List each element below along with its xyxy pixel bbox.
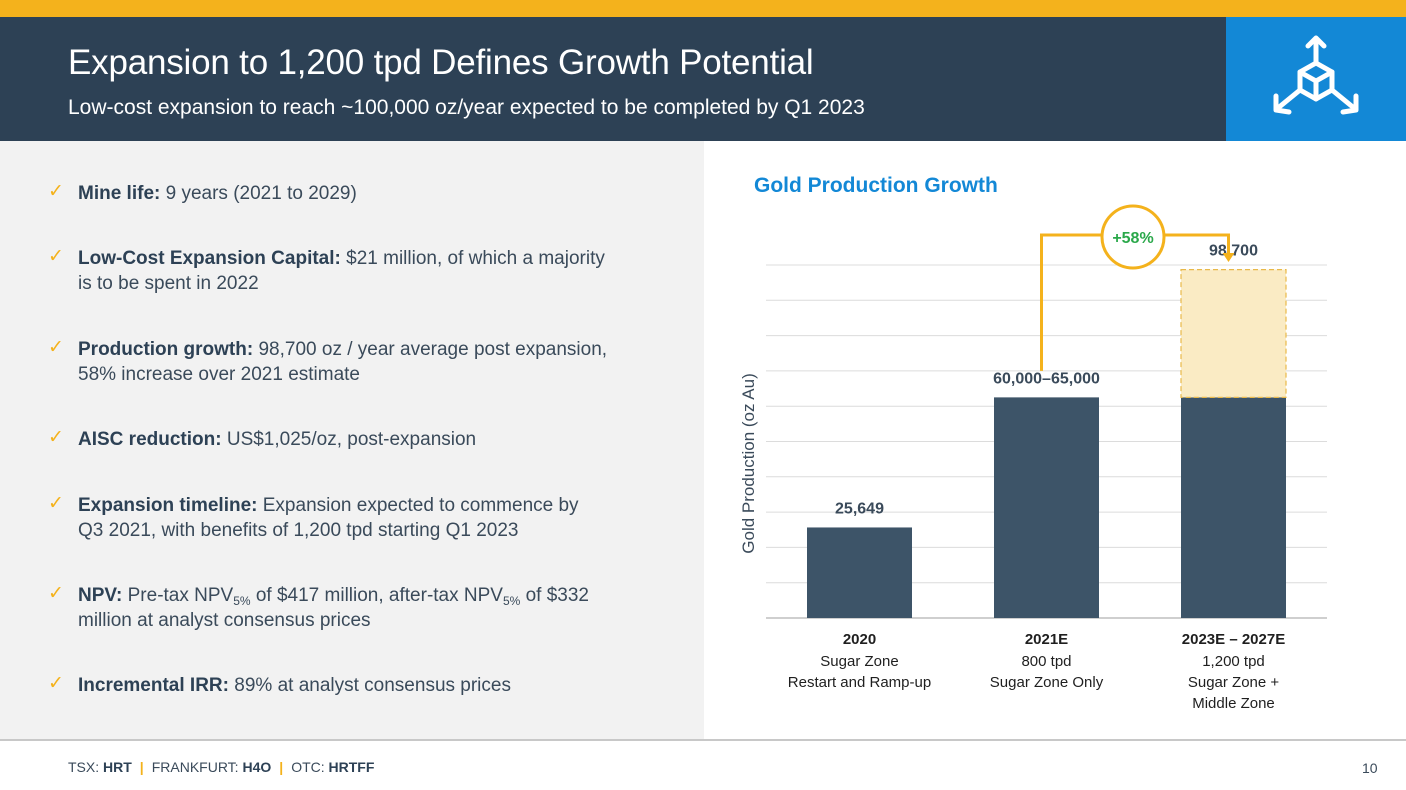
data-label: 60,000–65,000	[993, 370, 1100, 387]
annotation-label: +58%	[1112, 230, 1153, 247]
bullet-text-line2: million at analyst consensus prices	[78, 610, 371, 631]
x-tick-sublabel: Sugar Zone Only	[990, 674, 1104, 691]
npv-text-2: of $417 million, after-tax NPV	[250, 585, 503, 606]
frankfurt-label: FRANKFURT:	[151, 759, 243, 775]
bullet-label: Incremental IRR:	[78, 675, 229, 696]
bullet-label: Expansion timeline:	[78, 495, 258, 516]
top-accent-bar	[0, 0, 1406, 17]
x-tick-sublabel: Middle Zone	[1192, 695, 1275, 712]
bullet-text: US$1,025/oz, post-expansion	[221, 429, 477, 450]
annotation-circle	[1100, 204, 1166, 270]
cube-arrows-icon	[1273, 35, 1359, 115]
otc-ticker: HRTFF	[328, 759, 375, 775]
x-tick-label: 2020	[843, 631, 876, 648]
bullet-text: Expansion expected to commence by	[257, 495, 579, 516]
bullet-label: NPV:	[78, 585, 123, 606]
footer-tickers: TSX: HRT | FRANKFURT: H4O | OTC: HRTFF	[68, 759, 374, 775]
bullet-text: 9 years (2021 to 2029)	[160, 183, 357, 204]
bullets-panel: ✓ Mine life: 9 years (2021 to 2029) ✓ Lo…	[0, 141, 704, 739]
data-label: 98,700	[1209, 243, 1258, 260]
y-axis-label: Gold Production (oz Au)	[739, 373, 758, 553]
bullet-text-line2: is to be spent in 2022	[78, 273, 259, 294]
otc-label: OTC:	[291, 759, 329, 775]
bar-3-expansion	[1180, 268, 1287, 398]
bar-1	[807, 527, 912, 618]
footer-separator: |	[139, 759, 144, 775]
x-tick-sublabel: Sugar Zone +	[1188, 674, 1280, 691]
production-bar-chart: Gold Production (oz Au) 25,649 2020 Sugar Z…	[739, 204, 1327, 712]
check-icon: ✓	[48, 336, 64, 358]
check-icon: ✓	[48, 245, 64, 267]
bullet-label: Mine life:	[78, 183, 161, 204]
bullet-text: 98,700 oz / year average post expansion,	[253, 339, 608, 360]
npv-sub-2: 5%	[502, 594, 521, 608]
tsx-label: TSX:	[68, 759, 104, 775]
check-icon: ✓	[48, 492, 64, 514]
footer-separator: |	[279, 759, 284, 775]
check-icon: ✓	[48, 672, 64, 694]
footer-divider	[0, 739, 1406, 741]
data-label: 25,649	[835, 500, 884, 517]
logo-box	[1226, 17, 1406, 141]
x-tick-label: 2023E – 2027E	[1182, 631, 1285, 648]
frankfurt-ticker: H4O	[242, 759, 272, 775]
x-tick-label: 2021E	[1025, 631, 1068, 648]
page-number: 10	[1362, 760, 1378, 776]
x-tick-sublabel: 1,200 tpd	[1202, 653, 1265, 670]
slide-header: Expansion to 1,200 tpd Defines Growth Po…	[0, 17, 1226, 141]
annotation-arrowhead	[1222, 253, 1235, 262]
bullet-text-line2: 58% increase over 2021 estimate	[78, 364, 360, 385]
slide-title: Expansion to 1,200 tpd Defines Growth Po…	[68, 43, 814, 82]
x-tick-sublabel: Restart and Ramp-up	[788, 674, 931, 691]
npv-text-3: of $332	[520, 585, 589, 606]
bullet-text: 89% at analyst consensus prices	[228, 675, 511, 696]
npv-sub-1: 5%	[233, 594, 251, 608]
tsx-ticker: HRT	[103, 759, 132, 775]
npv-text-1: Pre-tax NPV	[122, 585, 234, 606]
check-icon: ✓	[48, 180, 64, 202]
check-icon: ✓	[48, 426, 64, 448]
bullet-label: Production growth:	[78, 339, 254, 360]
x-tick-sublabel: Sugar Zone	[820, 653, 898, 670]
bar-2	[994, 397, 1099, 618]
bullet-text: $21 million, of which a majority	[340, 248, 605, 269]
check-icon: ✓	[48, 582, 64, 604]
slide-subtitle: Low-cost expansion to reach ~100,000 oz/…	[68, 96, 865, 119]
bullet-label: Low-Cost Expansion Capital:	[78, 248, 341, 269]
x-tick-sublabel: 800 tpd	[1021, 653, 1071, 670]
bullet-text-line2: Q3 2021, with benefits of 1,200 tpd star…	[78, 520, 519, 541]
bar-3	[1181, 397, 1286, 618]
bullet-label: AISC reduction:	[78, 429, 222, 450]
chart-title: Gold Production Growth	[754, 174, 998, 197]
